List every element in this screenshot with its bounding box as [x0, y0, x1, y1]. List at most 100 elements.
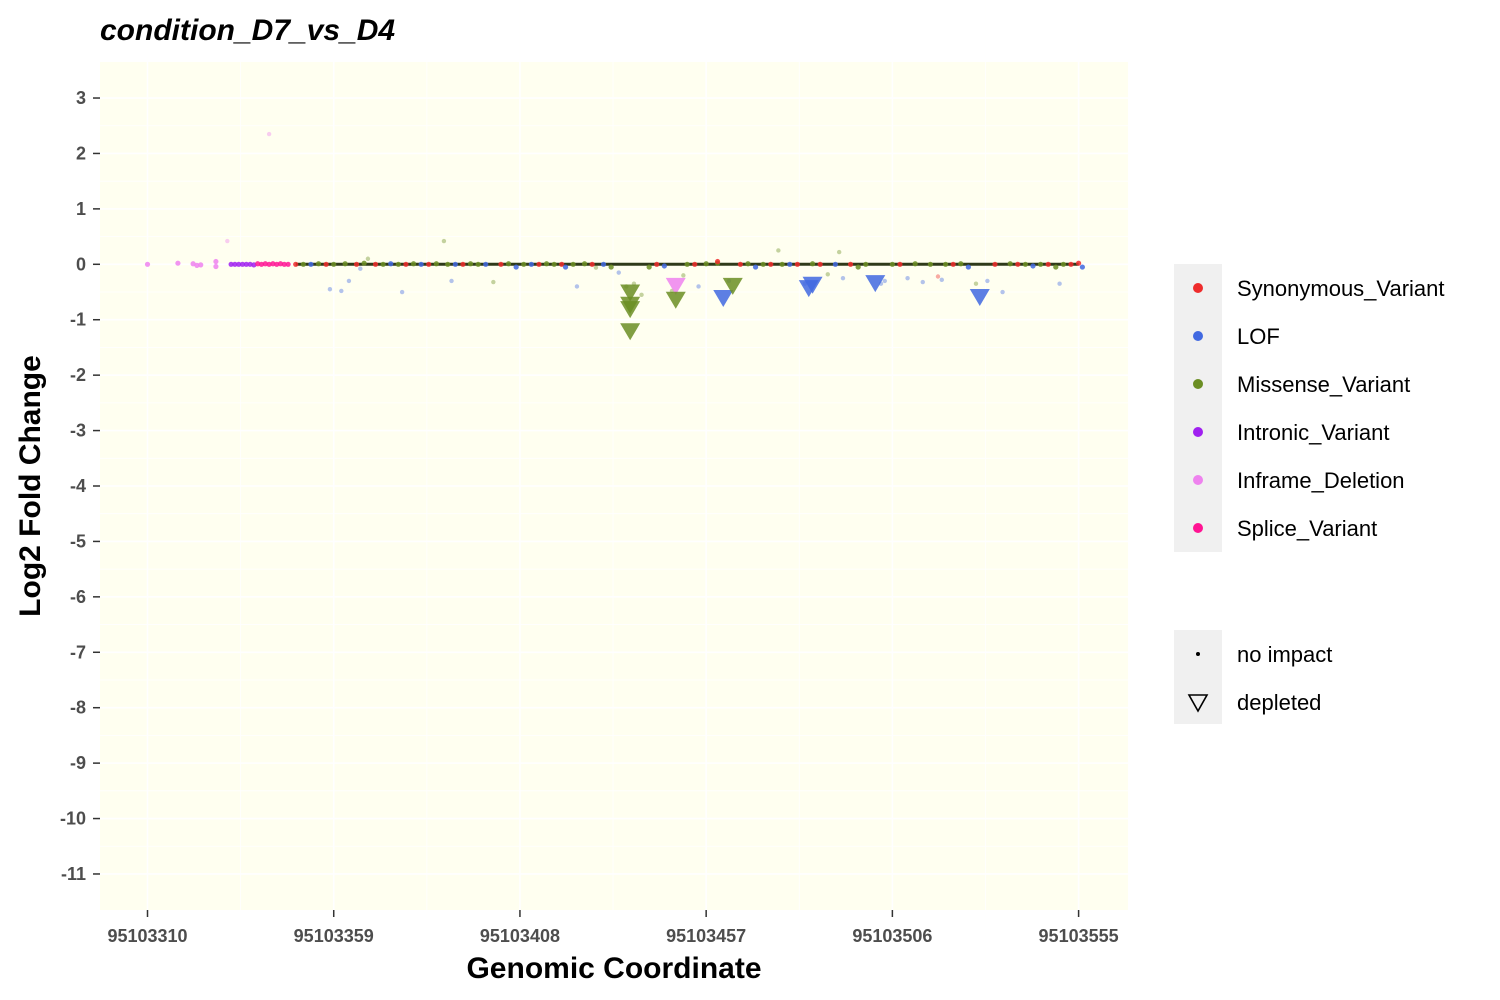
no-impact-point — [600, 261, 607, 267]
depleted-point — [969, 288, 990, 306]
legend-shape-label: no impact — [1237, 642, 1332, 667]
legend-color-key — [1193, 523, 1203, 533]
no-impact-point — [243, 261, 249, 267]
no-impact-point — [882, 278, 887, 284]
no-impact-point — [331, 261, 337, 267]
no-impact-point — [403, 261, 409, 267]
no-impact-point — [228, 261, 234, 267]
no-impact-point — [239, 261, 246, 267]
no-impact-point — [358, 266, 363, 271]
no-impact-point — [965, 264, 971, 270]
no-impact-point — [692, 261, 698, 267]
no-impact-point — [559, 261, 565, 267]
no-impact-point — [589, 261, 595, 267]
no-impact-point — [935, 274, 941, 279]
no-impact-point — [958, 261, 964, 267]
no-impact-point — [616, 270, 621, 275]
x-tick-label: 95103506 — [852, 926, 932, 946]
no-impact-point — [639, 292, 644, 297]
no-impact-point — [817, 261, 823, 267]
y-tick-label: -11 — [61, 864, 86, 884]
no-impact-point — [1037, 261, 1044, 267]
no-impact-point — [1060, 261, 1066, 267]
y-tick-label: -8 — [70, 698, 86, 718]
legend-shape-label: depleted — [1237, 690, 1321, 715]
no-impact-point — [449, 278, 454, 284]
legend-color-key — [1193, 427, 1203, 437]
no-impact-point — [213, 258, 219, 265]
y-axis-title: Log2 Fold Change — [14, 355, 47, 617]
depleted-point — [802, 276, 823, 294]
down-triangle-icon — [1187, 694, 1209, 713]
no-impact-point — [445, 261, 451, 267]
no-impact-point — [232, 261, 238, 267]
axes: 95103310 95103359 95103408 95103457 95103506… — [60, 88, 1119, 946]
no-impact-point — [863, 261, 869, 267]
no-impact-point — [985, 278, 990, 284]
depleted-point — [620, 323, 641, 341]
no-impact-point — [543, 261, 550, 267]
no-impact-point — [562, 264, 569, 270]
no-impact-point — [840, 275, 846, 281]
no-impact-point — [452, 261, 458, 267]
y-tick-label: -10 — [60, 809, 86, 829]
no-impact-point — [266, 261, 272, 267]
no-impact-point — [365, 256, 371, 261]
depleted-point — [665, 277, 686, 295]
no-impact-point — [927, 261, 933, 267]
no-impact-point — [836, 249, 842, 255]
no-impact-point — [505, 261, 512, 267]
no-impact-point — [236, 261, 242, 267]
no-impact-point — [536, 261, 542, 267]
no-impact-point — [308, 261, 314, 267]
no-impact-point — [973, 281, 979, 286]
legend-color-label: LOF — [1237, 324, 1280, 349]
no-impact-point — [779, 261, 785, 267]
no-impact-point — [855, 264, 861, 270]
no-impact-point — [418, 261, 424, 267]
y-tick-label: -7 — [70, 642, 86, 662]
no-impact-point — [1022, 261, 1028, 267]
legend-color-label: Missense_Variant — [1237, 372, 1410, 397]
no-impact-point — [361, 260, 367, 266]
no-impact-point — [475, 261, 481, 267]
no-impact-point — [551, 261, 557, 267]
no-impact-point — [939, 277, 944, 283]
no-impact-point — [467, 261, 474, 267]
no-impact-point — [426, 261, 432, 267]
y-tick-label: 1 — [76, 199, 86, 219]
no-impact-point — [950, 261, 956, 267]
no-impact-point — [920, 279, 925, 285]
no-impact-point — [274, 261, 280, 267]
depleted-point — [620, 284, 641, 302]
no-impact-point — [270, 261, 276, 267]
no-impact-icon — [1196, 652, 1200, 656]
y-tick-label: 0 — [76, 254, 86, 274]
no-impact-point — [714, 258, 721, 265]
no-impact-point — [1000, 289, 1005, 295]
no-impact-point — [593, 265, 599, 270]
y-tick-label: -6 — [70, 587, 86, 607]
no-impact-point — [372, 261, 379, 267]
no-impact-point — [491, 279, 496, 285]
legend-shape-key-background — [1174, 630, 1222, 724]
no-impact-point — [570, 261, 576, 267]
no-impact-point — [745, 261, 751, 267]
no-impact-point — [1079, 264, 1085, 270]
no-impact-point — [528, 261, 534, 267]
no-impact-point — [737, 261, 743, 267]
no-impact-point — [315, 261, 322, 267]
no-impact-point — [300, 261, 306, 267]
no-impact-point — [353, 261, 360, 267]
no-impact-point — [285, 261, 291, 267]
y-tick-label: 2 — [76, 143, 86, 163]
legend-color: Synonymous_Variant LOF Missense_Variant Int… — [1174, 264, 1445, 552]
no-impact-point — [380, 261, 386, 267]
legend-color-key — [1193, 379, 1203, 389]
no-impact-point — [1030, 263, 1036, 269]
no-impact-point — [513, 264, 519, 270]
no-impact-point — [654, 261, 660, 267]
depleted-point — [865, 275, 886, 293]
no-impact-point — [281, 261, 287, 267]
no-impact-point — [832, 261, 838, 267]
